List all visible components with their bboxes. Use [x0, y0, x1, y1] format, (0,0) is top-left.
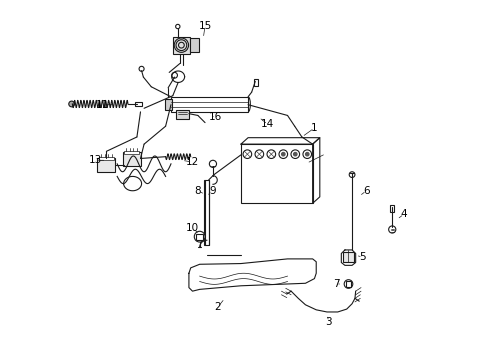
Bar — [196, 234, 203, 240]
Bar — [171, 97, 247, 112]
Text: 1: 1 — [310, 123, 317, 133]
Bar — [176, 110, 188, 119]
Bar — [204, 180, 209, 244]
Text: 9: 9 — [208, 186, 215, 196]
Circle shape — [293, 152, 297, 156]
Bar — [164, 99, 171, 110]
Bar — [190, 39, 199, 52]
Text: 4: 4 — [400, 209, 407, 219]
Circle shape — [305, 152, 308, 156]
Text: 10: 10 — [185, 224, 199, 233]
Bar — [124, 150, 139, 154]
Circle shape — [303, 150, 311, 158]
Text: 3: 3 — [325, 317, 331, 327]
Bar — [345, 282, 351, 287]
Circle shape — [279, 150, 287, 158]
Bar — [99, 157, 113, 160]
Circle shape — [139, 66, 144, 71]
Text: 14: 14 — [261, 120, 274, 129]
Text: 7: 7 — [332, 279, 339, 289]
Text: 11: 11 — [96, 100, 109, 110]
Circle shape — [171, 72, 177, 78]
Bar — [241, 144, 312, 203]
Circle shape — [69, 101, 74, 107]
Circle shape — [281, 152, 285, 156]
Text: 15: 15 — [198, 21, 211, 31]
Text: 8: 8 — [194, 186, 201, 196]
Text: 16: 16 — [209, 112, 222, 122]
Text: 2: 2 — [214, 302, 221, 312]
Circle shape — [266, 150, 275, 158]
Bar — [135, 102, 142, 106]
Bar — [343, 252, 353, 262]
Bar — [172, 37, 190, 54]
Bar — [389, 205, 394, 212]
Circle shape — [344, 280, 352, 288]
Text: 12: 12 — [185, 157, 199, 167]
Circle shape — [209, 160, 216, 167]
Circle shape — [194, 231, 204, 242]
Bar — [97, 158, 115, 172]
Text: 13: 13 — [89, 155, 102, 165]
Bar — [253, 79, 258, 86]
Circle shape — [348, 172, 354, 177]
Circle shape — [243, 150, 251, 158]
Circle shape — [388, 226, 395, 233]
Text: 5: 5 — [359, 252, 366, 262]
Circle shape — [175, 24, 180, 29]
Circle shape — [290, 150, 299, 158]
Circle shape — [255, 150, 263, 158]
Text: 6: 6 — [363, 186, 369, 196]
Bar — [122, 152, 140, 166]
